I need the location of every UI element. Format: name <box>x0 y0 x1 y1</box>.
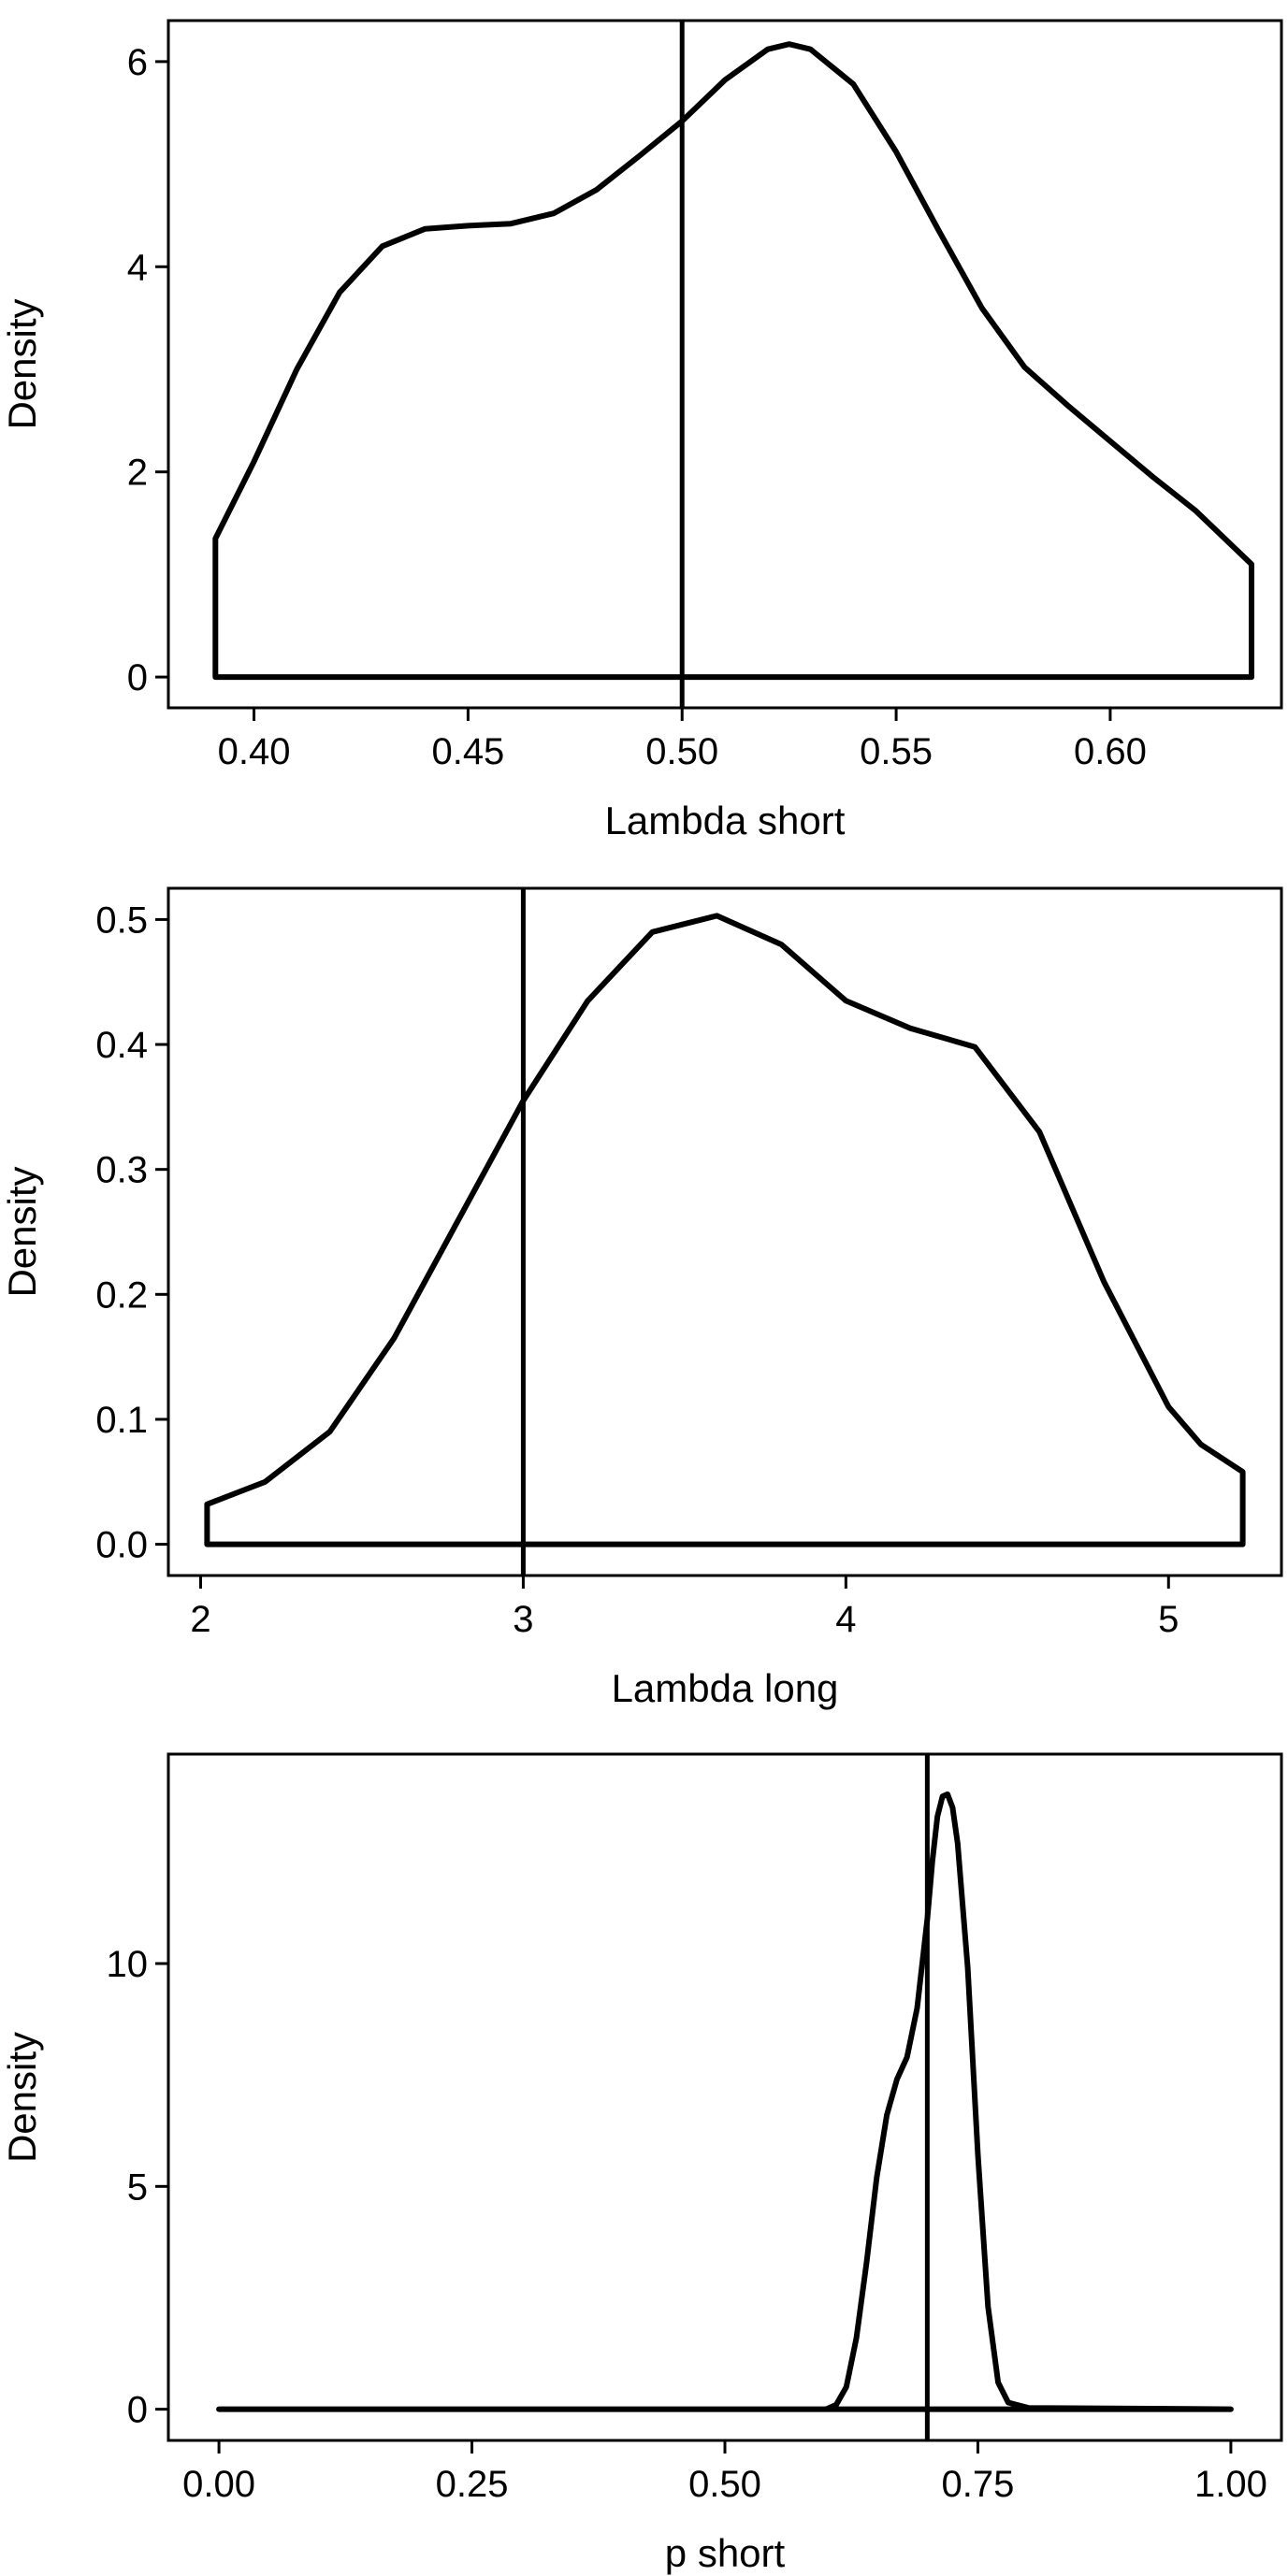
plot-frame <box>166 19 1283 710</box>
plot-frame <box>166 886 1283 1577</box>
x-tick-label: 0.25 <box>436 2464 509 2505</box>
y-tick-label: 0 <box>127 2390 148 2431</box>
x-tick-label: 0.50 <box>645 731 718 772</box>
y-tick-label: 2 <box>127 453 148 494</box>
x-tick-label: 0.55 <box>860 731 933 772</box>
density-curve <box>204 913 1246 1547</box>
density-curve <box>212 41 1254 681</box>
y-axis-title: Density <box>0 298 44 429</box>
x-tick-label: 2 <box>190 1599 210 1640</box>
x-tick-label: 5 <box>1158 1599 1179 1640</box>
plot-frame <box>166 1752 1283 2442</box>
panel-lambda-short: 0.40 0.45 0.50 0.55 0.60 0 2 4 6 Lambda short Dens… <box>0 19 1283 842</box>
y-tick-label: 6 <box>127 42 148 83</box>
density-curve <box>216 1791 1234 2412</box>
panel-p-short: 0.00 0.25 0.50 0.75 1.00 0 5 10 p short Density <box>0 1752 1283 2575</box>
y-axis-title: Density <box>0 2032 44 2163</box>
y-tick-label: 10 <box>107 1944 149 1985</box>
x-tick-label: 0.00 <box>182 2464 255 2505</box>
y-tick-label: 0 <box>127 657 148 698</box>
x-tick-label: 3 <box>513 1599 533 1640</box>
y-tick-label: 0.5 <box>95 899 148 941</box>
x-tick-label: 0.75 <box>942 2464 1015 2505</box>
y-tick-label: 0.2 <box>95 1274 148 1316</box>
x-tick-label: 0.60 <box>1074 731 1147 772</box>
y-tick-label: 4 <box>127 247 148 288</box>
x-axis-title: Lambda long <box>612 1666 839 1710</box>
y-tick-label: 0.4 <box>95 1025 148 1066</box>
x-axis-title: p short <box>665 2531 786 2575</box>
x-tick-label: 0.50 <box>688 2464 761 2505</box>
y-tick-label: 0.1 <box>95 1400 148 1441</box>
x-tick-label: 1.00 <box>1194 2464 1267 2505</box>
x-tick-label: 0.45 <box>431 731 504 772</box>
y-tick-label: 0.3 <box>95 1150 148 1191</box>
y-axis-title: Density <box>0 1166 44 1297</box>
y-tick-label: 5 <box>127 2166 148 2208</box>
panel-lambda-long: 2 3 4 5 0.0 0.1 0.2 0.3 0.4 0.5 Lambda long Density <box>0 886 1283 1710</box>
x-tick-label: 0.40 <box>218 731 291 772</box>
x-tick-label: 4 <box>835 1599 856 1640</box>
x-axis-title: Lambda short <box>605 799 846 842</box>
y-tick-label: 0.0 <box>95 1525 148 1566</box>
